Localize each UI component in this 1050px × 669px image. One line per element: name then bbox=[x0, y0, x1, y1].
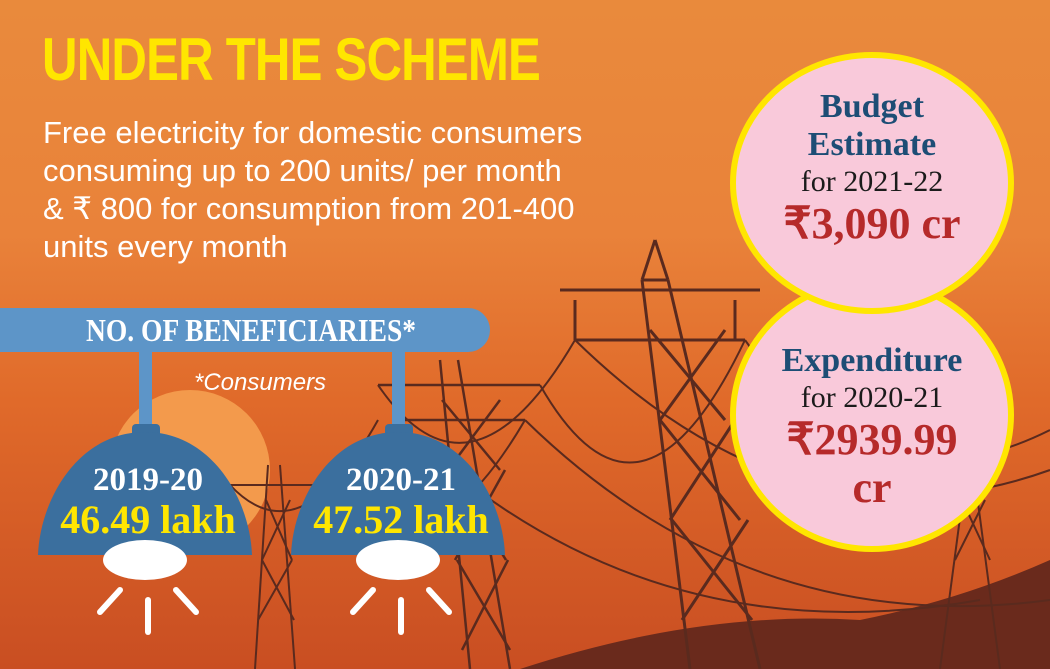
expenditure-value: ₹2939.99 bbox=[786, 415, 958, 464]
lamp-1-label: 2019-20 46.49 lakh bbox=[18, 462, 278, 542]
hill-shape bbox=[520, 560, 1050, 669]
beneficiaries-banner bbox=[0, 308, 490, 352]
scheme-description: Free electricity for domestic consumers … bbox=[43, 114, 683, 266]
budget-heading-1: Budget bbox=[820, 88, 924, 125]
pylon-small-icon bbox=[230, 464, 320, 669]
expenditure-unit: cr bbox=[852, 463, 892, 512]
lamp-1-shape bbox=[38, 340, 252, 635]
description-line-4: units every month bbox=[43, 229, 288, 264]
budget-period: for 2021-22 bbox=[800, 165, 944, 198]
lamp-1-year: 2019-20 bbox=[93, 462, 203, 498]
lamp-2-shape bbox=[291, 340, 505, 635]
budget-heading-2: Estimate bbox=[807, 126, 937, 163]
page-title: UNDER THE SCHEME bbox=[42, 26, 541, 93]
expenditure-circle: Expenditure for 2020-21 ₹2939.99 cr bbox=[736, 284, 1008, 546]
lamp-1-value: 46.49 lakh bbox=[60, 497, 236, 542]
lamp-2-value: 47.52 lakh bbox=[313, 497, 489, 542]
beneficiaries-heading: NO. OF BENEFICIARIES* bbox=[86, 312, 417, 348]
budget-value: ₹3,090 cr bbox=[783, 199, 961, 248]
description-line-3: & ₹ 800 for consumption from 201-400 bbox=[43, 191, 575, 226]
expenditure-heading: Expenditure bbox=[781, 342, 963, 379]
consumers-note: *Consumers bbox=[194, 369, 327, 396]
lamp-2-label: 2020-21 47.52 lakh bbox=[271, 462, 531, 542]
description-line-2: consuming up to 200 units/ per month bbox=[43, 153, 562, 188]
pylon-large-icon bbox=[560, 239, 762, 669]
expenditure-period: for 2020-21 bbox=[800, 381, 944, 414]
description-line-1: Free electricity for domestic consumers bbox=[43, 115, 583, 150]
lamp-2-year: 2020-21 bbox=[346, 462, 456, 498]
budget-circle: Budget Estimate for 2021-22 ₹3,090 cr bbox=[736, 58, 1008, 308]
